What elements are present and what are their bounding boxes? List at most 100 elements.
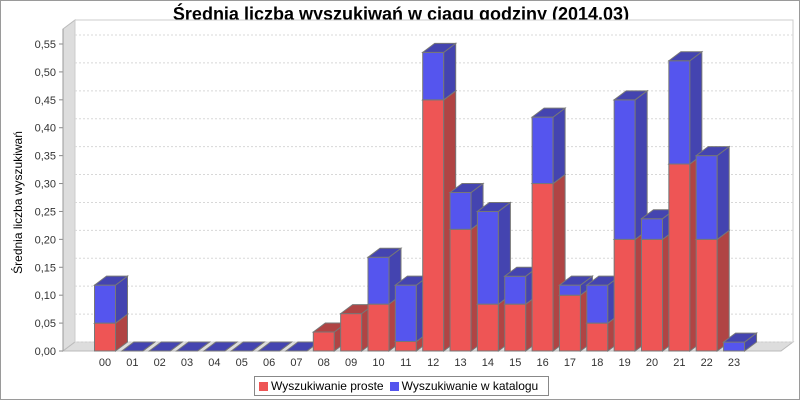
bar-02-s1-top: [147, 341, 184, 352]
y-tick-label: 0,10: [35, 290, 56, 302]
bar-16-s1-top: [530, 107, 567, 118]
bar-09-s0-front: [340, 313, 363, 352]
bar-00-s0-front: [94, 322, 116, 352]
bar-17-s1-top: [557, 275, 594, 286]
y-axis-label: Średnia liczba wyszukiwań: [10, 131, 25, 274]
x-tick-label: 21: [673, 357, 685, 369]
x-tick-label: 23: [728, 357, 740, 369]
bar-14-s1-front: [476, 210, 499, 305]
bar-21-s1-top: [667, 51, 704, 62]
bar-14-s1-top: [475, 201, 512, 212]
bar-17-s1-front: [558, 284, 581, 296]
bar-22-s0: [694, 229, 731, 352]
bar-06-s1: [257, 341, 294, 352]
bar-19-s0-front: [613, 238, 636, 352]
bar-22-s1-top: [694, 146, 731, 157]
bar-21-s0-front: [668, 163, 691, 352]
y-tick-label: 0,40: [35, 123, 56, 135]
bar-13-s1: [448, 182, 485, 231]
y-tick-label: 0,55: [35, 39, 56, 51]
bar-02-s1: [147, 341, 184, 352]
bar-04-s1: [202, 341, 239, 352]
legend-item-katalog: Wyszukiwanie w katalogu: [389, 379, 539, 393]
bar-00-s1-top: [93, 275, 129, 286]
x-tick-label: 19: [619, 357, 631, 369]
bar-22-s0-side: [716, 229, 730, 352]
x-tick-label: 13: [454, 357, 466, 369]
bar-19-s1: [612, 89, 649, 241]
bar-19-s1-top: [612, 90, 649, 101]
legend-label: Wyszukiwanie w katalogu: [401, 379, 539, 393]
bar-10-s0-front: [367, 303, 390, 352]
legend-item-proste: Wyszukiwanie proste: [259, 379, 384, 393]
y-tick-label: 0,20: [35, 234, 56, 246]
x-tick-label: 04: [208, 357, 220, 369]
bar-23-s1: [722, 332, 759, 352]
bar-17-s0-front: [558, 294, 581, 352]
bar-03-s1: [175, 341, 212, 352]
x-tick-label: 09: [345, 357, 357, 369]
bar-16-s1-front: [531, 116, 554, 185]
bar-01-s1: [120, 341, 157, 352]
bar-22-s1: [694, 145, 731, 241]
bar-18-s0-front: [586, 322, 609, 352]
bar-05-s1: [229, 341, 266, 352]
bar-10-s1-front: [367, 256, 390, 305]
bar-01-s1-top: [120, 341, 157, 352]
bar-22-s1-front: [695, 155, 718, 240]
bar-12-s1-top: [421, 42, 458, 53]
bar-23-s1-top: [722, 332, 759, 343]
y-tick-label: 0,30: [35, 179, 56, 191]
bar-11-s0-front: [394, 341, 417, 352]
bar-12-s1-front: [422, 51, 445, 101]
bar-22-s1-side: [716, 145, 730, 241]
bar-21-s1-side: [689, 50, 703, 166]
bar-14-s1: [475, 201, 512, 306]
chart-title: Średnia liczba wyszukiwań w ciągu godzin…: [172, 4, 630, 24]
bar-11-s1-front: [394, 284, 417, 343]
bar-00-s1: [93, 275, 129, 325]
x-tick-label: 15: [509, 357, 521, 369]
bar-23-s1-front: [723, 341, 746, 352]
x-tick-label: 10: [372, 357, 384, 369]
bar-09-s0: [339, 303, 376, 352]
x-tick-label: 01: [126, 357, 138, 369]
bar-10-s1-top: [366, 247, 403, 258]
left-wall: [62, 19, 76, 352]
bar-21-s1-front: [668, 60, 691, 165]
bar-13-s0-front: [449, 228, 472, 352]
x-tick-label: 17: [564, 357, 576, 369]
bar-18-s1-front: [586, 284, 609, 324]
x-tick-label: 03: [181, 357, 193, 369]
bar-19-s1-front: [613, 99, 636, 240]
x-tick-label: 08: [318, 357, 330, 369]
bar-13-s1-top: [448, 182, 485, 193]
bar-00-s1-front: [94, 284, 116, 324]
x-tick-label: 05: [236, 357, 248, 369]
legend: Wyszukiwanie proste Wyszukiwanie w katal…: [254, 376, 550, 396]
bar-16-s0-front: [531, 183, 554, 352]
y-tick-label: 0,00: [35, 346, 56, 358]
legend-label: Wyszukiwanie proste: [271, 379, 384, 393]
x-tick-label: 18: [591, 357, 603, 369]
y-tick-label: 0,15: [35, 262, 56, 274]
bar-16-s1: [530, 107, 567, 185]
bar-12-s0-front: [422, 99, 445, 352]
bar-20-s1-front: [641, 218, 663, 240]
y-tick-label: 0,25: [35, 206, 56, 218]
bar-04-s1-top: [202, 341, 239, 352]
bar-12-s1-side: [443, 42, 457, 101]
bar-08-s0-front: [312, 331, 335, 352]
x-tick-label: 11: [400, 357, 411, 369]
bar-15-s1-front: [504, 275, 527, 305]
x-tick-label: 02: [154, 357, 166, 369]
x-tick-label: 20: [646, 357, 658, 369]
x-tick-label: 06: [263, 357, 275, 369]
x-tick-label: 07: [290, 357, 302, 369]
bar-21-s1: [667, 50, 704, 166]
bar-22-s0-front: [695, 238, 718, 352]
y-tick-label: 0,35: [35, 151, 56, 163]
bar-13-s1-front: [449, 191, 472, 230]
